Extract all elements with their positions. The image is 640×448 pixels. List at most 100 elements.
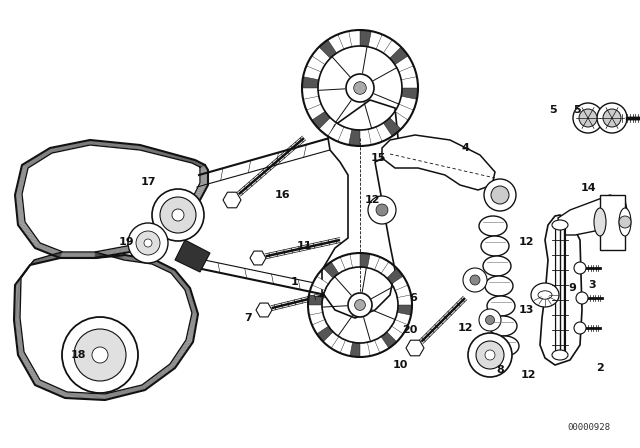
Circle shape (573, 103, 603, 133)
Ellipse shape (531, 283, 559, 307)
Text: 2: 2 (596, 363, 604, 373)
Ellipse shape (552, 350, 568, 360)
Text: 8: 8 (496, 365, 504, 375)
Text: 14: 14 (580, 183, 596, 193)
Ellipse shape (619, 208, 631, 236)
Text: 12: 12 (518, 237, 534, 247)
Polygon shape (374, 257, 389, 273)
Circle shape (376, 204, 388, 216)
Polygon shape (322, 100, 398, 318)
Polygon shape (360, 30, 371, 47)
Text: 10: 10 (392, 360, 408, 370)
Circle shape (485, 350, 495, 360)
Polygon shape (395, 285, 411, 297)
Circle shape (136, 231, 160, 255)
Polygon shape (175, 240, 210, 272)
Text: 5: 5 (549, 105, 557, 115)
Text: 5: 5 (573, 105, 581, 115)
Circle shape (172, 209, 184, 221)
Polygon shape (350, 342, 360, 357)
Polygon shape (558, 195, 628, 235)
Circle shape (368, 196, 396, 224)
Polygon shape (256, 303, 272, 317)
Circle shape (463, 268, 487, 292)
Text: 20: 20 (403, 325, 418, 335)
Circle shape (484, 179, 516, 211)
Polygon shape (331, 336, 346, 353)
Ellipse shape (485, 276, 513, 296)
Polygon shape (323, 262, 339, 278)
Text: 7: 7 (244, 313, 252, 323)
Polygon shape (387, 268, 403, 284)
Text: 11: 11 (296, 241, 312, 251)
Polygon shape (382, 135, 495, 190)
Text: 12: 12 (520, 370, 536, 380)
Polygon shape (406, 340, 424, 356)
Text: 12: 12 (457, 323, 473, 333)
Circle shape (62, 317, 138, 393)
Polygon shape (395, 104, 413, 120)
Text: 12: 12 (364, 195, 380, 205)
Polygon shape (308, 295, 323, 305)
Circle shape (574, 262, 586, 274)
Circle shape (491, 186, 509, 204)
Polygon shape (15, 140, 208, 258)
Text: 16: 16 (275, 190, 291, 200)
Polygon shape (338, 31, 352, 49)
Circle shape (574, 322, 586, 334)
Polygon shape (600, 195, 625, 250)
Circle shape (92, 347, 108, 363)
Circle shape (576, 292, 588, 304)
Text: 17: 17 (140, 177, 156, 187)
Circle shape (479, 309, 501, 331)
Polygon shape (250, 251, 266, 265)
Polygon shape (312, 276, 328, 290)
Polygon shape (401, 88, 418, 99)
Text: 4: 4 (461, 143, 469, 153)
Polygon shape (383, 118, 401, 136)
Text: 13: 13 (518, 305, 534, 315)
Text: 18: 18 (70, 350, 86, 360)
Circle shape (128, 223, 168, 263)
Polygon shape (368, 127, 382, 145)
Polygon shape (302, 77, 319, 88)
Circle shape (603, 109, 621, 127)
Ellipse shape (481, 236, 509, 256)
Circle shape (152, 189, 204, 241)
Text: 6: 6 (409, 293, 417, 303)
Polygon shape (312, 112, 330, 129)
Polygon shape (381, 332, 397, 348)
Circle shape (597, 103, 627, 133)
Ellipse shape (491, 336, 519, 356)
Polygon shape (328, 123, 344, 142)
Circle shape (346, 74, 374, 102)
Polygon shape (303, 96, 321, 110)
Circle shape (160, 197, 196, 233)
Ellipse shape (594, 208, 606, 236)
Text: 3: 3 (588, 280, 596, 290)
Circle shape (348, 293, 372, 317)
Polygon shape (223, 192, 241, 208)
Ellipse shape (489, 316, 517, 336)
Circle shape (619, 216, 631, 228)
Circle shape (74, 329, 126, 381)
Circle shape (468, 333, 512, 377)
Text: 00000928: 00000928 (567, 423, 610, 432)
Polygon shape (309, 312, 325, 325)
Polygon shape (340, 254, 353, 270)
Polygon shape (376, 34, 392, 53)
Polygon shape (349, 129, 360, 146)
Ellipse shape (483, 256, 511, 276)
Circle shape (354, 82, 366, 94)
Text: 9: 9 (568, 283, 576, 293)
Text: 15: 15 (371, 153, 386, 163)
Circle shape (486, 315, 495, 324)
Polygon shape (360, 253, 370, 268)
Ellipse shape (487, 296, 515, 316)
Polygon shape (390, 47, 408, 65)
Circle shape (355, 300, 365, 310)
Ellipse shape (552, 220, 568, 230)
Circle shape (470, 275, 480, 285)
Polygon shape (397, 305, 412, 315)
Polygon shape (307, 56, 325, 72)
